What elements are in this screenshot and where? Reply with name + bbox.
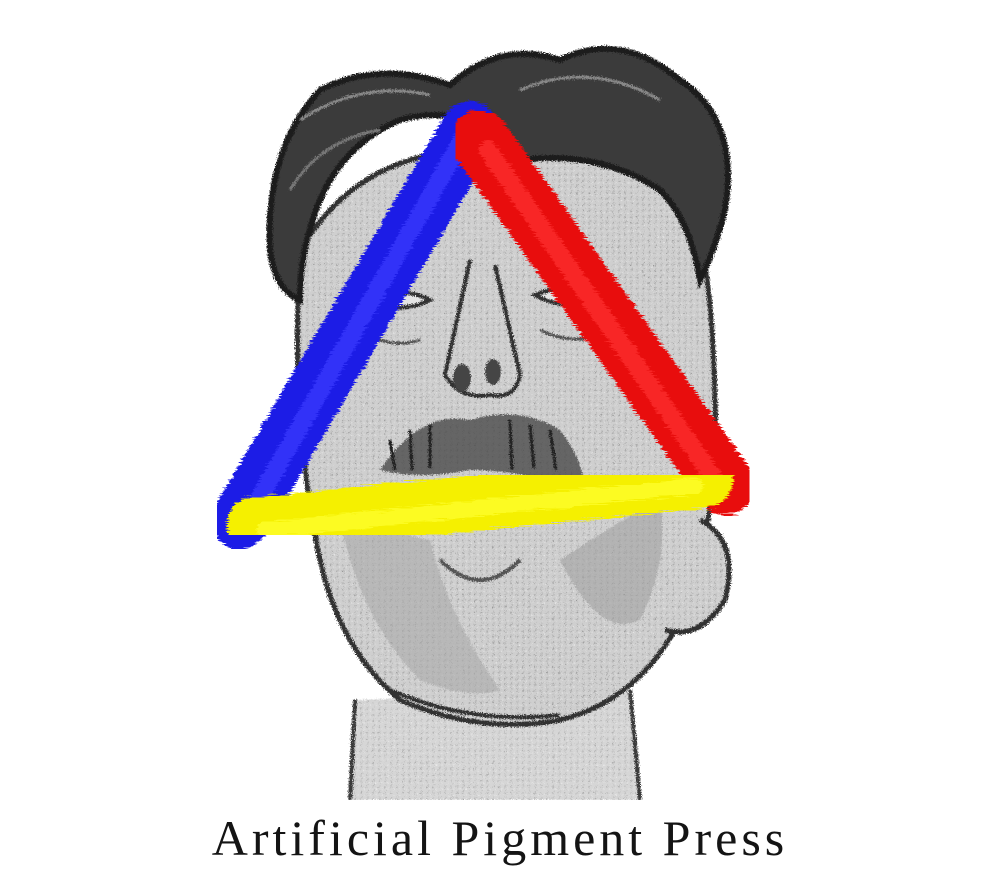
yellow-brush-stroke bbox=[227, 452, 733, 553]
red-brush-stroke bbox=[450, 110, 755, 515]
press-name: Artificial Pigment Press bbox=[211, 810, 789, 866]
logo-artwork bbox=[211, 45, 755, 800]
sketch-nose bbox=[442, 259, 523, 398]
sketch-hair bbox=[266, 45, 731, 305]
blue-brush-stroke bbox=[211, 101, 499, 549]
